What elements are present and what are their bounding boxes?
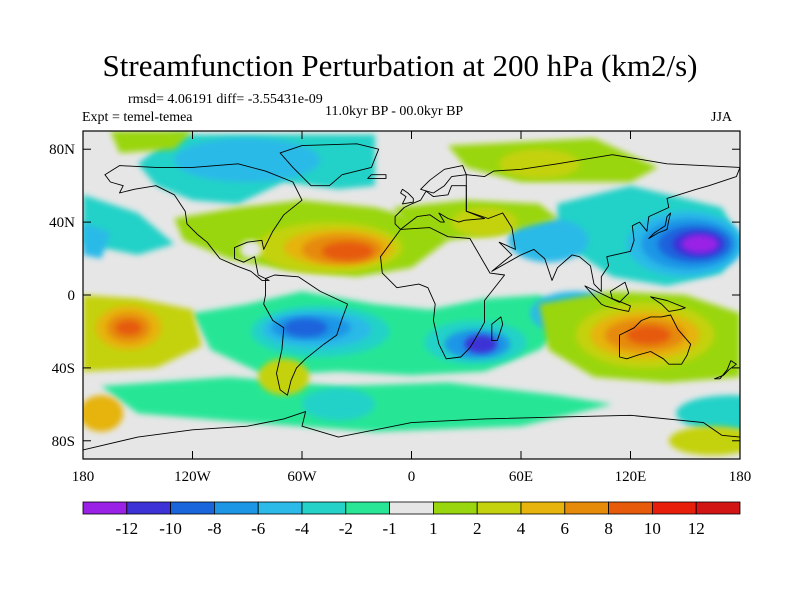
coast-asia — [465, 154, 740, 292]
region-atlantic-positive-core — [322, 242, 374, 261]
experiment-label: Expt = temel-temea — [82, 110, 193, 125]
region-sw-pacific-neg — [676, 395, 740, 432]
colorbar-label: 1 — [429, 519, 438, 538]
coast-new-guinea — [650, 296, 686, 312]
colorbar-swatch — [608, 501, 653, 515]
colorbar-label: 6 — [561, 519, 570, 538]
coast-iceland — [367, 174, 387, 179]
coastlines — [83, 143, 740, 459]
region-far-east-negative-tail — [83, 222, 111, 259]
region-south-pacific-pos-core — [115, 320, 142, 336]
colorbar-swatch — [432, 501, 478, 515]
x-tick-label: 60E — [509, 469, 533, 485]
y-tick-label: 0 — [68, 288, 76, 304]
y-tick-label: 80S — [52, 434, 75, 450]
colorbar-swatch — [695, 501, 741, 515]
season-label: JJA — [711, 110, 733, 125]
region-far-south-positive — [668, 426, 740, 456]
colorbar-label: 12 — [688, 519, 705, 538]
coast-greenland — [279, 143, 380, 187]
colorbar-label: -8 — [207, 519, 221, 538]
y-tick-label: 40S — [52, 361, 75, 377]
colorbar-swatch — [213, 501, 259, 515]
x-tick-label: 180 — [72, 469, 95, 485]
colorbar-label: 4 — [517, 519, 526, 538]
x-tick-label: 60W — [287, 469, 317, 485]
rmsd-diff-label: rmsd= 4.06191 diff= -3.55431e-09 — [128, 92, 323, 107]
colorbar-label: -4 — [295, 519, 310, 538]
chart-title: Streamfunction Perturbation at 200 hPa (… — [102, 48, 698, 83]
region-south-pacific-neg-core — [302, 387, 375, 421]
coast-africa — [380, 227, 506, 360]
region-eurasia-north-positive-core — [499, 149, 580, 179]
coast-new-zealand — [714, 360, 737, 380]
colorbar-label: 8 — [604, 519, 613, 538]
colorbar-swatch — [564, 501, 609, 515]
coast-madagascar — [491, 316, 504, 342]
region-gulf-hole — [239, 240, 262, 259]
contour-field — [83, 131, 740, 459]
axis-ticks: 180 120W 60W 0 60E 120E 180 80N 40N 0 40S 80S — [49, 131, 751, 485]
coast-japan — [648, 212, 672, 239]
colorbar-label: 10 — [644, 519, 661, 538]
colorbar-label: 2 — [473, 519, 482, 538]
colorbar-swatch — [476, 501, 522, 515]
y-tick-label: 80N — [49, 142, 75, 158]
colorbar-swatch — [652, 501, 697, 515]
coast-europe — [394, 185, 485, 230]
x-tick-label: 0 — [408, 469, 416, 485]
colorbar-swatch — [301, 501, 347, 515]
x-tick-label: 180 — [729, 469, 752, 485]
coast-uk — [400, 188, 414, 205]
x-tick-label: 120E — [615, 469, 647, 485]
colorbar-swatch — [520, 501, 566, 515]
colorbar-swatch — [82, 501, 128, 515]
region-nw-pacific-negative-core — [681, 234, 719, 254]
region-sw-corner-positive — [83, 395, 124, 432]
region-arctic-positive — [110, 131, 193, 153]
region-south-america-south-pos — [258, 358, 310, 396]
colorbar-swatch — [345, 501, 390, 515]
coast-antarctica — [83, 411, 740, 459]
colorbar-label: -10 — [159, 519, 182, 538]
colorbar-swatch — [126, 501, 172, 515]
colorbar-swatch — [257, 501, 303, 515]
colorbar-label: -12 — [115, 519, 138, 538]
region-central-asia-negative — [508, 218, 589, 263]
coast-australia — [619, 314, 692, 365]
colorbar-label: -2 — [339, 519, 353, 538]
colorbar-label: -6 — [251, 519, 265, 538]
colorbar-swatch — [389, 501, 434, 515]
region-south-atlantic-neg-core — [283, 318, 328, 337]
colorbar-swatch — [170, 501, 215, 515]
coast-south-america — [263, 274, 349, 396]
x-tick-label: 120W — [174, 469, 212, 485]
region-south-africa-neg-core — [464, 335, 498, 354]
colorbar: -12 -10 -8 -6 -4 -2 -1 1 2 4 6 8 10 12 — [82, 501, 741, 538]
region-australia-pos-core — [626, 325, 671, 345]
colorbar-label: -1 — [383, 519, 397, 538]
coast-north-america — [104, 163, 303, 281]
region-north-america-negative-core — [174, 138, 321, 183]
period-label: 11.0kyr BP - 00.0kyr BP — [325, 104, 464, 119]
coast-indonesia — [584, 281, 631, 312]
y-tick-label: 40N — [49, 215, 75, 231]
region-middle-east-positive — [451, 207, 518, 237]
